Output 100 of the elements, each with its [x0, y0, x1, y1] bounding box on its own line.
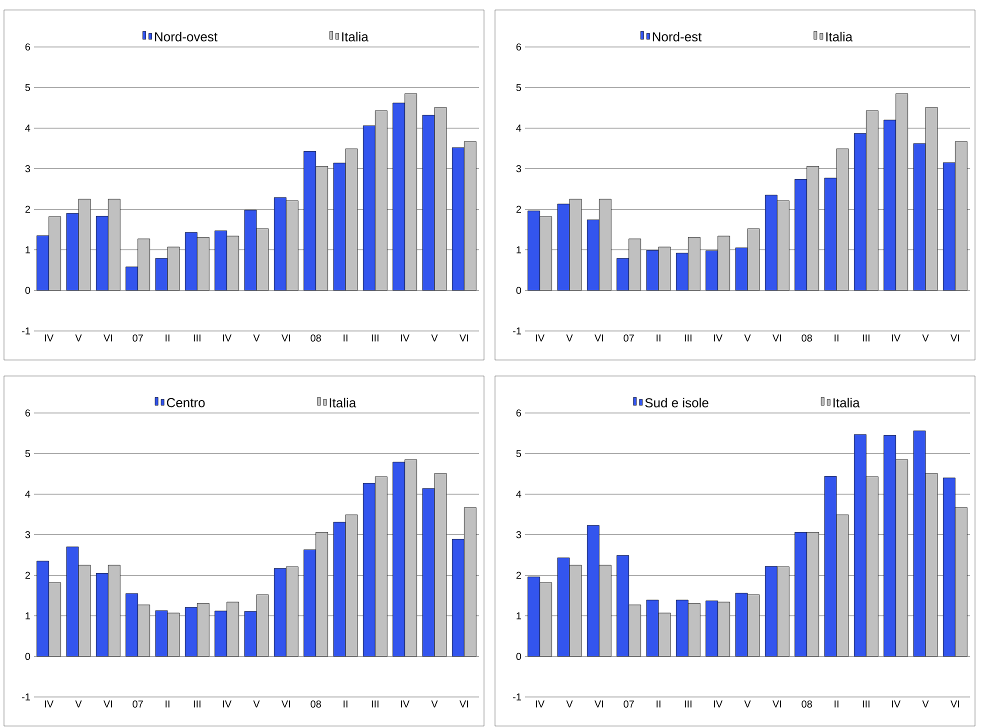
x-tick-label: IV [892, 700, 901, 708]
x-tick-label: VI [103, 700, 112, 708]
y-tick-label: 4 [516, 490, 522, 498]
x-tick-label: 08 [310, 334, 321, 342]
x-tick-label: V [566, 700, 573, 708]
legend-label: Centro [166, 398, 205, 408]
x-tick-label: II [344, 700, 348, 708]
x-tick-label: II [166, 700, 170, 708]
y-tick-label: 4 [25, 124, 30, 132]
x-tick-label: VI [950, 700, 959, 708]
y-tick-label: 6 [516, 409, 522, 417]
x-tick-label: III [372, 334, 378, 342]
y-tick-label: 3 [25, 165, 30, 172]
y-tick-label: -1 [513, 328, 521, 334]
y-tick-label: 0 [516, 286, 522, 294]
y-tick-label: 6 [25, 409, 30, 417]
x-tick-label: III [862, 700, 870, 708]
x-tick-label: V [922, 334, 929, 342]
y-tick-label: 0 [516, 652, 522, 660]
x-tick-label: II [166, 334, 170, 342]
x-tick-label: VI [281, 700, 290, 708]
y-tick-label: 2 [25, 572, 30, 579]
x-tick-label: IV [714, 334, 723, 342]
x-tick-label: V [744, 334, 751, 342]
x-tick-label: 08 [802, 700, 812, 708]
y-tick-label: 3 [25, 531, 30, 538]
x-tick-label: III [372, 700, 378, 708]
x-tick-label: IV [892, 334, 901, 342]
legend-label: Italia [330, 398, 356, 408]
x-tick-label: VI [950, 334, 959, 342]
x-tick-label: V [75, 700, 82, 708]
x-tick-label: V [922, 700, 929, 708]
x-tick-label: V [431, 334, 438, 342]
x-tick-label: III [194, 700, 200, 708]
x-tick-label: III [194, 334, 200, 342]
x-tick-label: VI [459, 334, 468, 342]
x-tick-label: II [656, 700, 660, 708]
y-tick-label: 5 [516, 84, 522, 92]
y-tick-label: 0 [25, 652, 30, 660]
x-tick-label: VI [594, 700, 603, 708]
y-tick-label: 1 [26, 246, 30, 254]
x-tick-label: II [344, 334, 348, 342]
legend-label: Italia [826, 32, 853, 42]
x-tick-label: VI [281, 334, 290, 342]
y-tick-label: 5 [516, 450, 522, 458]
x-tick-label: V [431, 700, 438, 708]
y-tick-label: -1 [513, 694, 521, 700]
x-tick-label: V [744, 700, 751, 708]
y-tick-label: 0 [25, 286, 30, 294]
x-tick-label: V [253, 700, 260, 708]
x-tick-label: VI [594, 334, 603, 342]
x-tick-label: IV [536, 700, 545, 708]
x-tick-label: VI [459, 700, 468, 708]
x-tick-label: V [566, 334, 573, 342]
y-tick-label: 2 [516, 206, 521, 213]
x-tick-label: 08 [802, 334, 812, 342]
x-tick-label: 07 [624, 700, 634, 708]
y-tick-label: 6 [25, 43, 30, 51]
y-tick-label: 3 [516, 531, 522, 538]
x-tick-label: IV [714, 700, 723, 708]
x-tick-label: III [684, 334, 692, 342]
y-tick-label: 2 [25, 206, 30, 213]
x-tick-label: IV [401, 700, 410, 708]
x-tick-label: 08 [310, 700, 321, 708]
legend-label: Italia [342, 32, 368, 42]
y-tick-label: 4 [516, 124, 522, 132]
y-tick-label: 1 [26, 612, 30, 620]
x-tick-label: IV [536, 334, 545, 342]
legend-label: Nord-ovest [155, 32, 218, 42]
x-tick-label: IV [45, 700, 54, 708]
y-tick-label: 1 [516, 246, 521, 254]
legend-label: Nord-est [652, 32, 702, 42]
legend-label: Italia [834, 398, 860, 408]
x-tick-label: IV [401, 334, 410, 342]
y-tick-label: 5 [25, 84, 30, 92]
x-tick-label: VI [772, 700, 781, 708]
y-tick-label: -1 [22, 328, 30, 334]
y-tick-label: 3 [516, 165, 522, 172]
x-tick-label: 07 [624, 334, 634, 342]
y-tick-label: 2 [516, 572, 521, 579]
x-tick-label: III [862, 334, 870, 342]
y-tick-label: 5 [25, 450, 30, 458]
x-tick-label: II [834, 334, 838, 342]
x-tick-label: IV [223, 334, 232, 342]
x-tick-label: IV [45, 334, 54, 342]
x-tick-label: IV [223, 700, 232, 708]
x-tick-label: 07 [132, 334, 143, 342]
x-tick-label: II [656, 334, 660, 342]
x-tick-label: II [834, 700, 838, 708]
x-tick-label: VI [772, 334, 781, 342]
y-tick-label: -1 [22, 694, 30, 700]
y-tick-label: 4 [25, 490, 30, 498]
x-tick-label: V [75, 334, 82, 342]
x-tick-label: V [253, 334, 260, 342]
x-tick-label: 07 [132, 700, 143, 708]
x-tick-label: III [684, 700, 692, 708]
x-tick-label: VI [103, 334, 112, 342]
y-tick-label: 1 [516, 612, 521, 620]
legend-label: Sud e isole [645, 398, 708, 408]
y-tick-label: 6 [516, 43, 522, 51]
